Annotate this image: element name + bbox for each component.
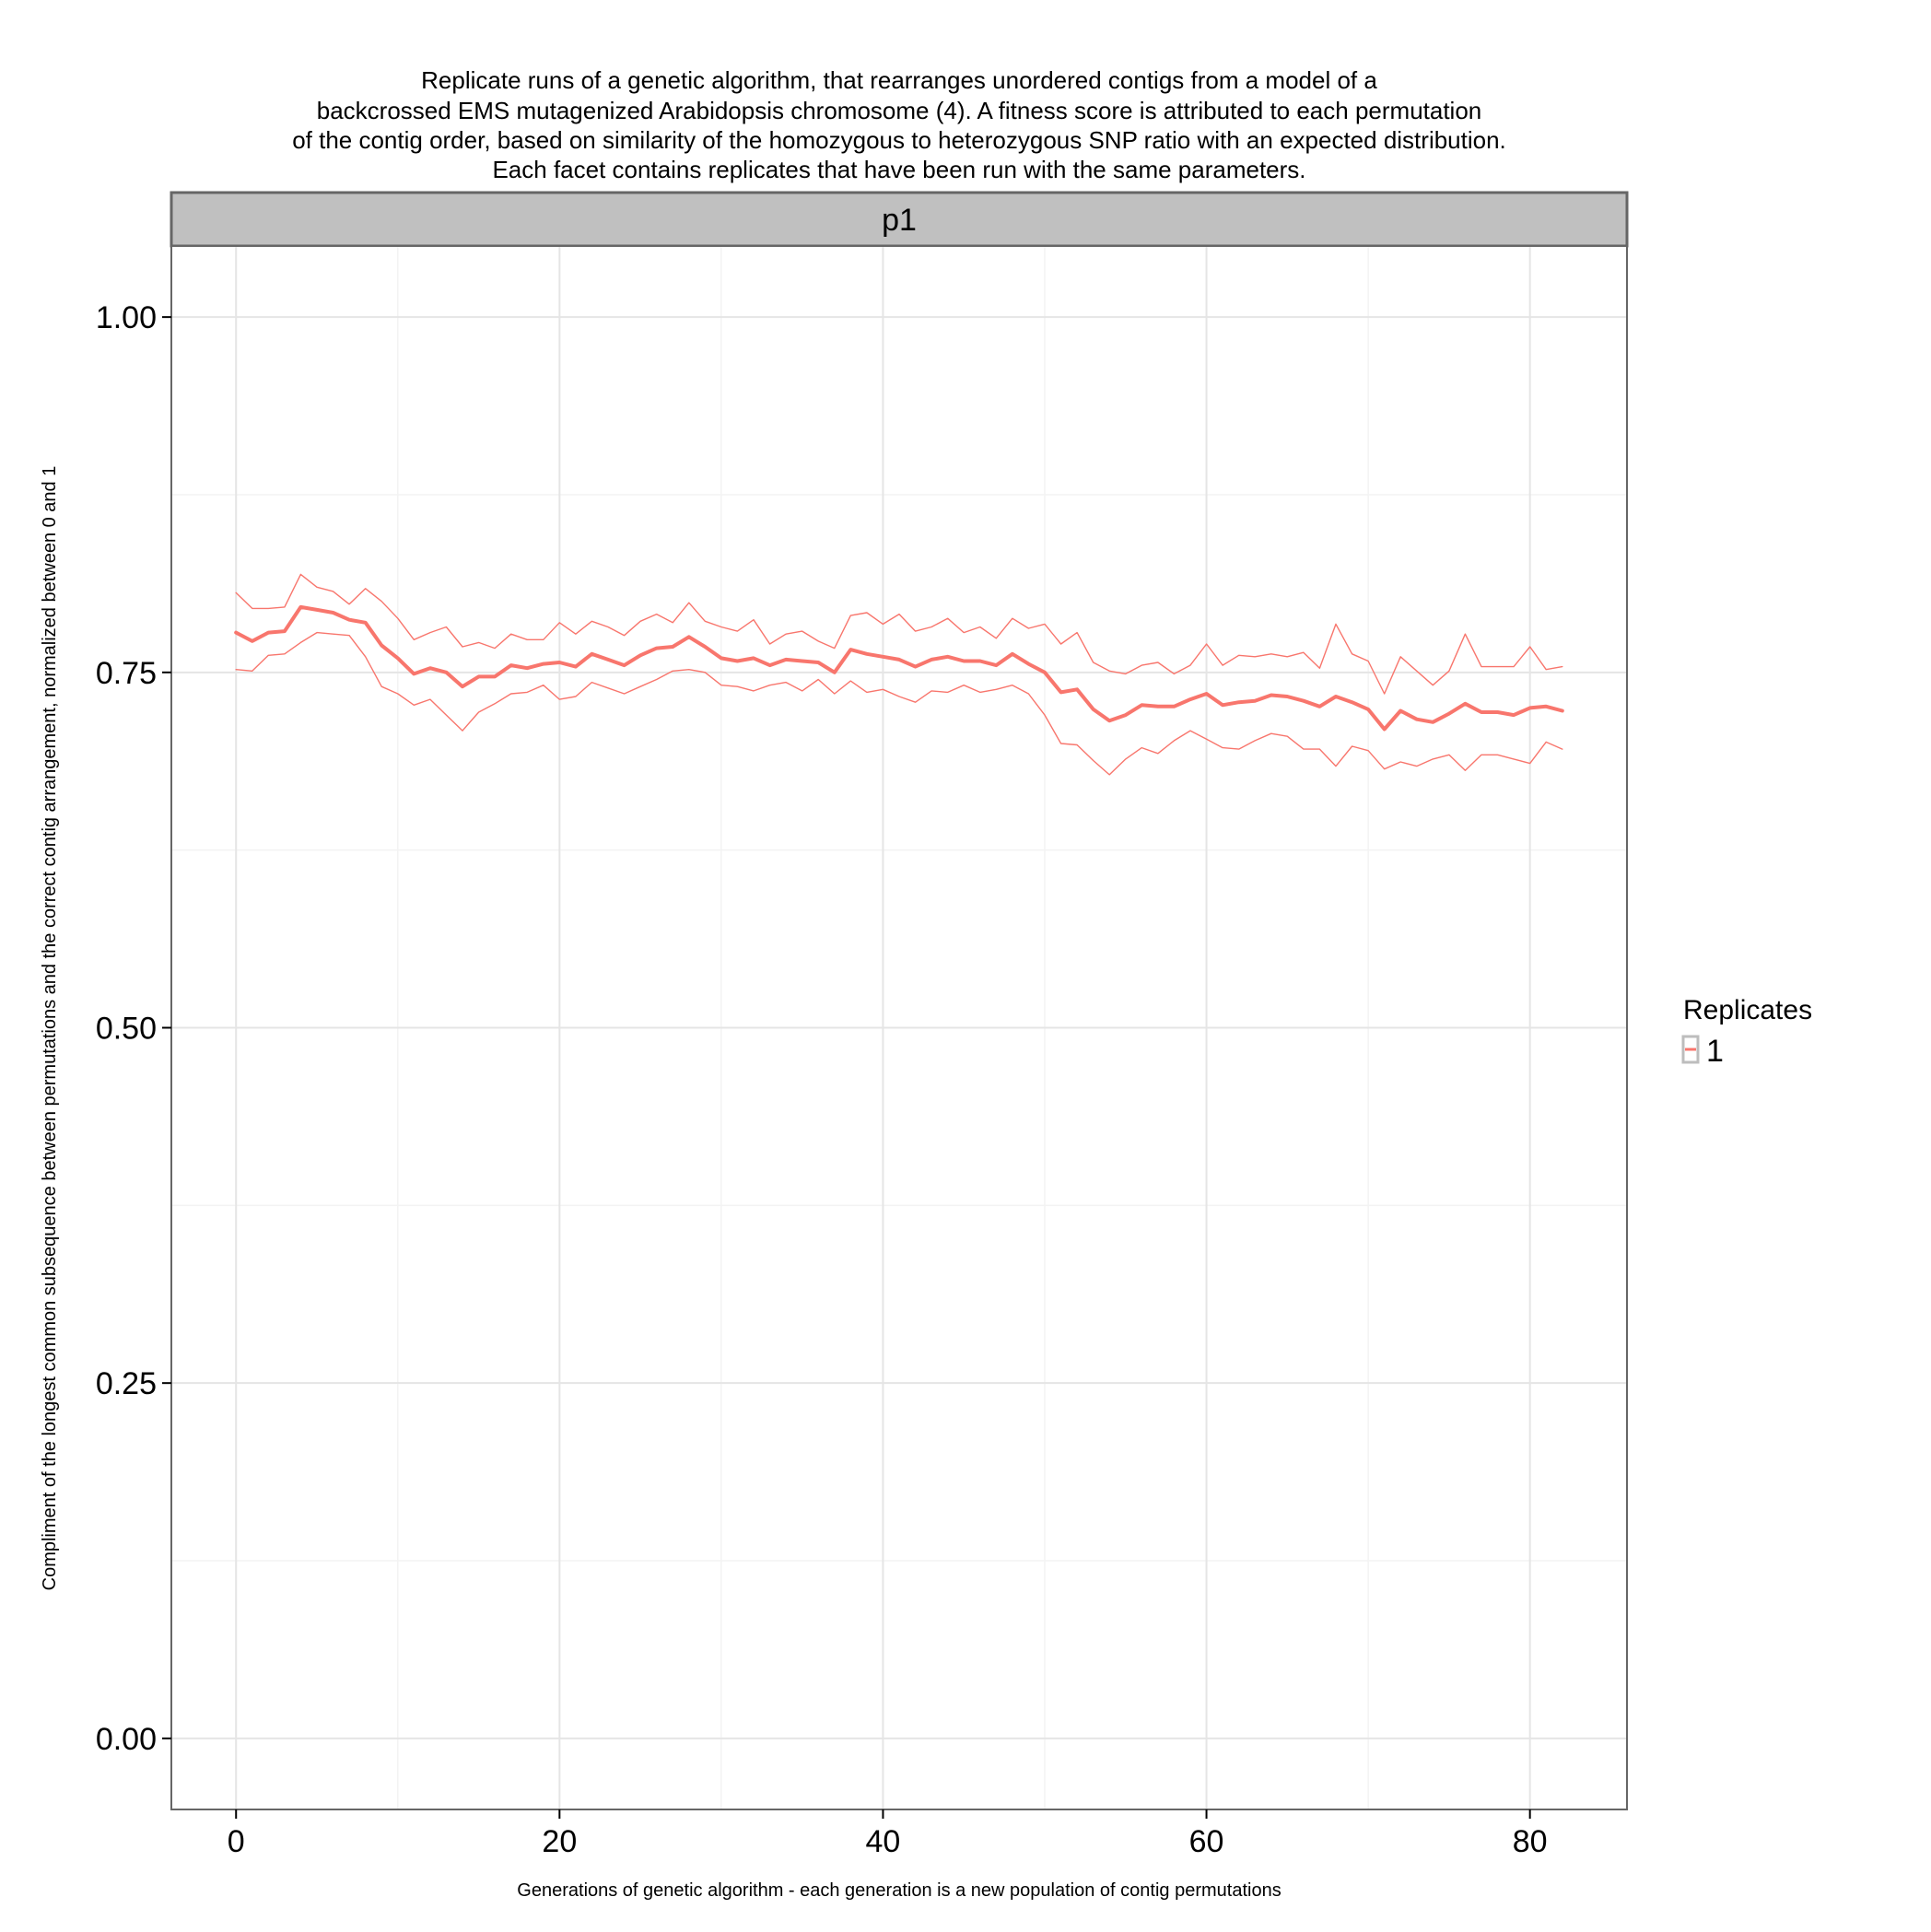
title-line-1: Replicate runs of a genetic algorithm, t…	[421, 66, 1377, 94]
facet-strip	[170, 191, 1629, 248]
axes: 0 20 40 60 80 0.00 0.25 0.50 0.75 1.00	[96, 300, 1548, 1859]
legend-label-1: 1	[1706, 1034, 1724, 1069]
y-tick-label: 1.00	[96, 300, 157, 335]
series-line-lower	[235, 631, 1563, 776]
y-tick-label: 0.25	[96, 1366, 157, 1401]
series-lines	[234, 573, 1564, 776]
facet-label: p1	[882, 203, 917, 238]
title-line-3: of the contig order, based on similarity…	[292, 126, 1506, 154]
x-tick-label: 20	[542, 1824, 577, 1859]
legend-title: Replicates	[1683, 995, 1812, 1025]
x-tick-label: 40	[866, 1824, 901, 1859]
legend: Replicates 1	[1681, 995, 1812, 1069]
x-axis-title: Generations of genetic algorithm - each …	[517, 1880, 1281, 1901]
x-tick-label: 60	[1189, 1824, 1224, 1859]
title-line-4: Each facet contains replicates that have…	[492, 156, 1305, 183]
series-line-mean	[234, 604, 1564, 732]
chart-title: Replicate runs of a genetic algorithm, t…	[292, 66, 1506, 183]
y-tick-label: 0.00	[96, 1722, 157, 1757]
legend-key	[1681, 1035, 1700, 1064]
series-line-upper	[235, 573, 1563, 695]
y-axis-title: Compliment of the longest common subsequ…	[40, 466, 60, 1591]
grid	[171, 246, 1627, 1809]
y-tick-label: 0.50	[96, 1012, 157, 1047]
x-tick-label: 0	[228, 1824, 245, 1859]
y-tick-label: 0.75	[96, 656, 157, 691]
title-line-2: backcrossed EMS mutagenized Arabidopsis …	[317, 97, 1482, 124]
x-tick-label: 80	[1513, 1824, 1548, 1859]
